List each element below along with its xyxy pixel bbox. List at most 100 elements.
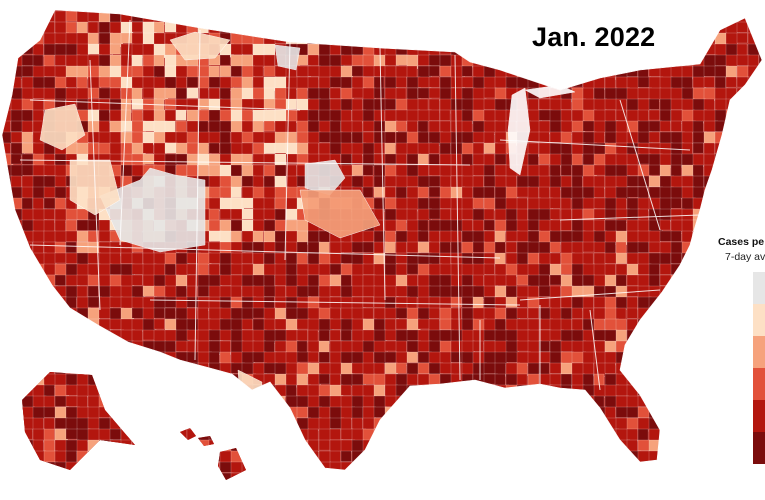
county-cell bbox=[549, 340, 563, 354]
county-cell bbox=[417, 296, 431, 309]
county-cell bbox=[604, 76, 616, 90]
county-cell bbox=[725, 109, 740, 122]
county-cell bbox=[109, 362, 121, 377]
county-cell bbox=[32, 384, 45, 397]
county-cell bbox=[725, 76, 737, 88]
county-cell bbox=[164, 120, 176, 134]
county-cell bbox=[758, 175, 762, 188]
county-cell bbox=[384, 241, 396, 254]
county-cell bbox=[307, 252, 321, 266]
county-cell bbox=[253, 484, 265, 495]
county-cell bbox=[758, 21, 762, 34]
county-cell bbox=[626, 241, 640, 254]
county-cell bbox=[54, 362, 66, 376]
county-cell bbox=[2, 10, 13, 13]
county-cell bbox=[340, 417, 352, 431]
county-cell bbox=[406, 32, 422, 45]
county-cell bbox=[604, 362, 616, 374]
county-cell bbox=[659, 208, 672, 222]
county-cell bbox=[54, 417, 68, 429]
county-cell bbox=[43, 54, 55, 68]
county-cell bbox=[461, 406, 476, 419]
county-cell bbox=[54, 340, 66, 356]
county-cell bbox=[417, 384, 430, 397]
county-cell bbox=[55, 495, 68, 500]
county-cell bbox=[21, 21, 36, 35]
county-cell bbox=[76, 230, 89, 242]
county-cell bbox=[109, 373, 122, 386]
county-cell bbox=[2, 32, 12, 45]
regional-patches bbox=[39, 31, 576, 411]
county-cell bbox=[428, 87, 441, 99]
county-cell bbox=[538, 472, 551, 480]
county-cell bbox=[516, 296, 528, 308]
county-cell bbox=[703, 10, 715, 12]
county-cell bbox=[131, 65, 145, 78]
county-cell bbox=[516, 10, 531, 24]
county-cell bbox=[131, 329, 143, 343]
county-cell bbox=[0, 484, 13, 498]
county-cell bbox=[253, 495, 265, 500]
county-cell bbox=[428, 10, 443, 14]
county-cell bbox=[461, 384, 476, 399]
county-cell bbox=[21, 362, 34, 376]
county-cell bbox=[417, 406, 432, 418]
county-cell bbox=[505, 340, 519, 354]
county-cell bbox=[450, 417, 463, 432]
county-cell bbox=[736, 87, 748, 103]
county-cell bbox=[263, 461, 277, 475]
county-cell bbox=[153, 395, 166, 410]
legend-swatch-level-5 bbox=[753, 432, 765, 464]
county-cell bbox=[98, 340, 112, 353]
county-cell bbox=[131, 384, 144, 398]
county-cell bbox=[10, 296, 25, 309]
county-cell bbox=[208, 373, 223, 387]
county-cell bbox=[725, 472, 740, 480]
county-cell bbox=[296, 406, 308, 418]
county-cell bbox=[307, 87, 320, 100]
county-cell bbox=[329, 142, 342, 155]
county-cell bbox=[362, 186, 374, 198]
county-cell bbox=[626, 252, 640, 266]
county-cell bbox=[98, 395, 112, 409]
county-cell bbox=[549, 186, 561, 200]
county-cell bbox=[219, 10, 234, 25]
county-cell bbox=[230, 131, 244, 145]
county-cell bbox=[241, 417, 253, 432]
county-cell bbox=[659, 230, 673, 242]
county-cell bbox=[539, 484, 551, 495]
county-cell bbox=[2, 395, 12, 407]
county-cell bbox=[648, 428, 660, 441]
county-cell bbox=[417, 21, 430, 33]
county-cell bbox=[659, 351, 671, 364]
county-cell bbox=[714, 208, 730, 222]
county-cell bbox=[21, 329, 34, 341]
county-cell bbox=[351, 263, 365, 277]
county-cell bbox=[219, 186, 233, 198]
county-cell bbox=[2, 296, 12, 308]
county-cell bbox=[32, 329, 45, 344]
county-cell bbox=[428, 461, 442, 473]
county-cell bbox=[142, 406, 155, 420]
county-cell bbox=[362, 351, 374, 364]
county-cell bbox=[307, 10, 322, 25]
county-cell bbox=[473, 484, 484, 496]
county-cell bbox=[142, 373, 155, 385]
county-cell bbox=[109, 43, 121, 55]
county-cell bbox=[439, 241, 451, 255]
county-cell bbox=[725, 208, 737, 222]
county-cell bbox=[0, 495, 13, 500]
county-cell bbox=[329, 373, 341, 387]
county-cell bbox=[506, 484, 518, 498]
county-cell bbox=[659, 439, 673, 453]
county-cell bbox=[561, 495, 573, 500]
county-cell bbox=[428, 406, 440, 419]
county-cell bbox=[417, 417, 432, 430]
county-cell bbox=[615, 197, 627, 210]
county-cell bbox=[21, 340, 36, 355]
county-cell bbox=[98, 142, 112, 155]
county-cell bbox=[329, 472, 344, 480]
county-cell bbox=[318, 230, 330, 243]
county-cell bbox=[65, 318, 77, 331]
county-cell bbox=[670, 406, 683, 421]
